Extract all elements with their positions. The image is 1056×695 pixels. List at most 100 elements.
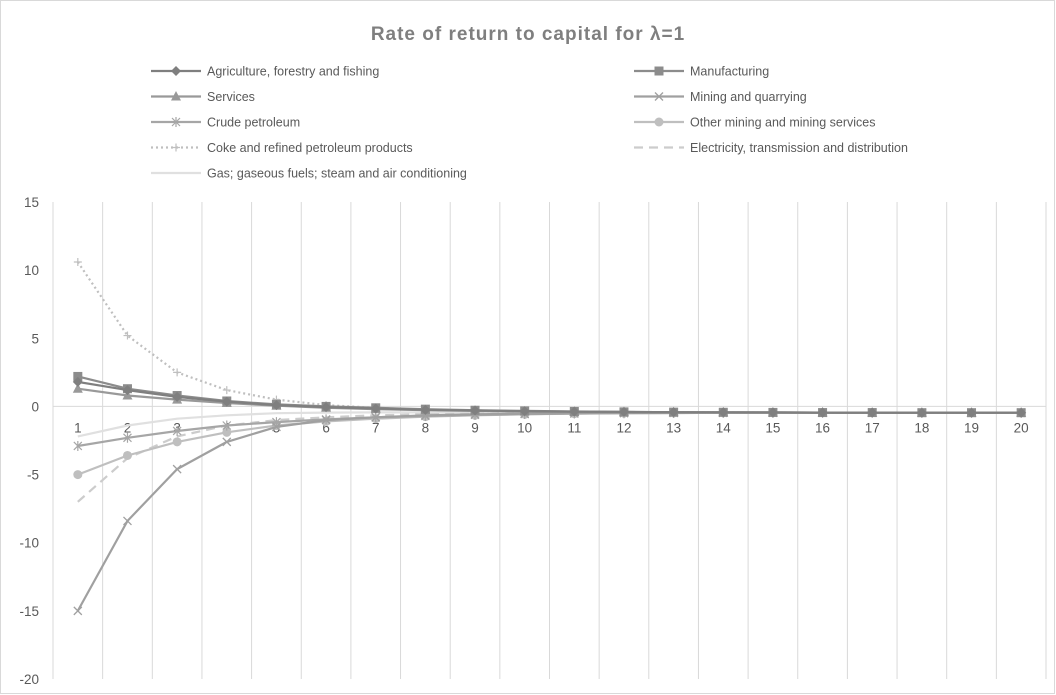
data-point — [72, 376, 83, 387]
x-axis: 1234567891011121314151617181920 — [53, 405, 1046, 435]
data-point — [171, 66, 181, 76]
x-tick-label: 13 — [666, 420, 681, 435]
legend-entry: Coke and refined petroleum products — [151, 141, 413, 155]
chart-title: Rate of return to capital for λ=1 — [371, 24, 685, 45]
data-point — [172, 464, 182, 474]
y-tick-label: 10 — [24, 263, 39, 278]
data-point — [420, 404, 431, 415]
legend-label: Other mining and mining services — [690, 116, 876, 130]
legend-entry: Crude petroleum — [151, 116, 300, 130]
x-tick-label: 20 — [1014, 420, 1029, 435]
x-tick-label: 12 — [616, 420, 631, 435]
data-point — [73, 470, 83, 480]
data-point — [371, 412, 381, 422]
data-point — [271, 400, 282, 411]
legend-label: Mining and quarrying — [690, 90, 807, 104]
data-point — [370, 403, 381, 414]
y-tick-label: 5 — [31, 331, 39, 346]
x-tick-label: 14 — [716, 420, 732, 435]
y-tick-label: 0 — [31, 399, 39, 414]
y-tick-label: -10 — [19, 536, 39, 551]
gridlines — [52, 202, 1047, 679]
y-tick-label: -15 — [19, 604, 39, 619]
legend: Agriculture, forestry and fishing Manufac… — [151, 65, 908, 181]
data-point — [172, 425, 182, 436]
x-tick-label: 18 — [914, 420, 929, 435]
legend-entry: Mining and quarrying — [634, 90, 807, 104]
data-point — [654, 66, 664, 76]
x-tick-label: 8 — [422, 420, 430, 435]
legend-entry: Other mining and mining services — [634, 116, 876, 130]
data-point — [1016, 407, 1027, 418]
data-point — [718, 407, 729, 418]
data-point — [654, 117, 664, 127]
data-point — [668, 407, 679, 418]
x-tick-label: 1 — [74, 420, 82, 435]
x-tick-label: 9 — [471, 420, 479, 435]
data-point — [221, 396, 232, 407]
data-point — [519, 406, 530, 417]
x-tick-label: 7 — [372, 420, 380, 435]
data-point — [618, 406, 629, 417]
x-tick-label: 10 — [517, 420, 532, 435]
legend-label: Services — [207, 90, 255, 104]
x-tick-label: 16 — [815, 420, 830, 435]
x-tick-label: 2 — [124, 420, 132, 435]
data-point — [122, 385, 133, 396]
legend-label: Manufacturing — [690, 65, 769, 79]
data-point — [172, 437, 182, 447]
data-point — [222, 427, 232, 437]
y-tick-label: 15 — [24, 195, 39, 210]
legend-entry: Services — [151, 90, 255, 104]
legend-entry: Electricity, transmission and distributi… — [634, 141, 908, 155]
data-point — [817, 407, 828, 418]
legend-entry: Manufacturing — [634, 65, 769, 79]
data-point — [569, 406, 580, 417]
data-point — [867, 407, 878, 418]
data-point — [321, 415, 331, 425]
data-point — [470, 405, 481, 416]
y-tick-label: -20 — [19, 672, 39, 687]
data-point — [767, 407, 778, 418]
data-point — [654, 92, 664, 101]
data-point — [916, 407, 927, 418]
x-tick-label: 19 — [964, 420, 979, 435]
x-tick-label: 15 — [765, 420, 780, 435]
data-point — [172, 391, 183, 402]
data-point — [171, 117, 181, 127]
data-point — [123, 331, 132, 340]
series-line — [77, 380, 1022, 414]
legend-label: Coke and refined petroleum products — [207, 141, 413, 155]
series-1 — [72, 376, 1027, 418]
data-point — [73, 257, 82, 266]
data-point — [966, 407, 977, 418]
data-point — [271, 422, 281, 432]
x-tick-label: 6 — [322, 420, 330, 435]
legend-label: Gas; gaseous fuels; steam and air condit… — [207, 167, 467, 181]
data-point — [321, 402, 332, 413]
data-point — [172, 143, 180, 152]
data-point — [73, 371, 83, 381]
y-axis: -20 -15 -10 -5 0 5 10 15 — [19, 195, 39, 687]
legend-label: Agriculture, forestry and fishing — [207, 65, 379, 79]
data-point — [72, 383, 83, 393]
legend-label: Electricity, transmission and distributi… — [690, 141, 908, 155]
data-point — [73, 606, 83, 616]
series-layer — [72, 257, 1027, 616]
legend-entry: Agriculture, forestry and fishing — [151, 65, 379, 79]
legend-label: Crude petroleum — [207, 116, 300, 130]
data-point — [222, 420, 232, 431]
data-point — [173, 368, 182, 377]
data-point — [123, 432, 132, 443]
data-point — [222, 437, 232, 447]
legend-entry: Gas; gaseous fuels; steam and air condit… — [151, 167, 467, 181]
data-point — [73, 440, 83, 451]
data-point — [222, 386, 231, 395]
data-point — [122, 450, 132, 460]
data-point — [123, 516, 132, 526]
y-tick-label: -5 — [27, 468, 39, 483]
x-tick-label: 17 — [865, 420, 880, 435]
data-point — [171, 91, 181, 101]
